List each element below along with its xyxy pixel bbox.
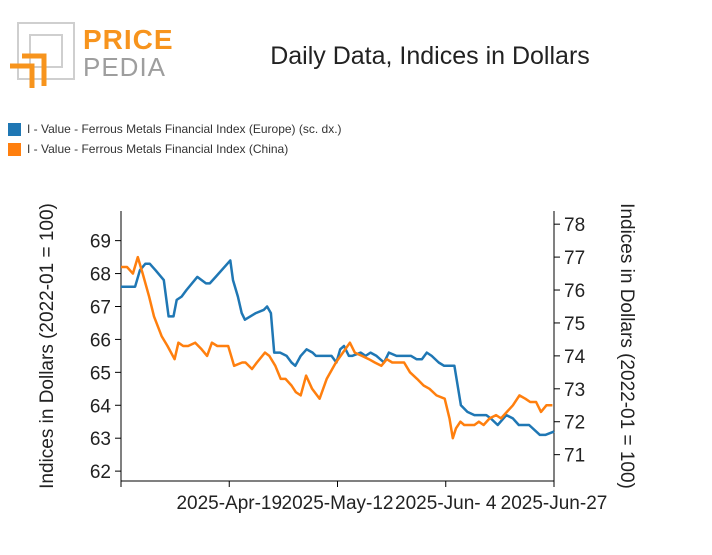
logo-mark	[10, 22, 75, 88]
left-tick-label: 69	[90, 232, 111, 253]
right-tick-label: 71	[564, 446, 585, 467]
series-line-china	[121, 255, 553, 440]
y-axis-title-left: Indices in Dollars (2022-01 = 100)	[37, 203, 58, 489]
legend-label-europe: I - Value - Ferrous Metals Financial Ind…	[27, 122, 342, 136]
right-tick-label: 74	[564, 347, 586, 368]
y-axis-title-right: Indices in Dollars (2022-01 = 100)	[616, 203, 637, 489]
right-tick-label: 77	[564, 248, 585, 269]
legend: I - Value - Ferrous Metals Financial Ind…	[8, 119, 342, 159]
legend-item-china[interactable]: I - Value - Ferrous Metals Financial Ind…	[8, 139, 342, 159]
right-tick-label: 73	[564, 380, 585, 401]
left-tick-label: 64	[90, 396, 112, 417]
series-line-europe	[121, 259, 555, 437]
x-tick-label: 2025-Jun- 4	[395, 493, 497, 514]
right-tick-label: 76	[564, 281, 585, 302]
left-tick-label: 67	[90, 297, 111, 318]
legend-label-china: I - Value - Ferrous Metals Financial Ind…	[27, 142, 289, 156]
left-tick-label: 63	[90, 429, 111, 450]
x-tick-label: 2025-Jun-27	[501, 493, 608, 514]
x-tick-label: 2025-Apr-19	[176, 493, 282, 514]
x-tick-label: 2025-May-12	[282, 493, 394, 514]
left-tick-label: 65	[90, 363, 111, 384]
pricepedia-logo: PRICE PEDIA	[8, 20, 173, 90]
logo-word-pedia: PEDIA	[83, 52, 167, 82]
left-tick-label: 68	[90, 265, 111, 286]
right-tick-label: 78	[564, 215, 585, 236]
logo-word-price: PRICE	[83, 24, 174, 55]
legend-swatch-china	[8, 142, 21, 156]
chart-title: Daily Data, Indices in Dollars	[270, 42, 590, 70]
left-tick-label: 66	[90, 330, 111, 351]
legend-item-europe[interactable]: I - Value - Ferrous Metals Financial Ind…	[8, 119, 342, 139]
right-tick-label: 75	[564, 314, 585, 335]
right-tick-label: 72	[564, 413, 585, 434]
legend-swatch-europe	[8, 122, 21, 136]
left-tick-label: 62	[90, 462, 111, 483]
